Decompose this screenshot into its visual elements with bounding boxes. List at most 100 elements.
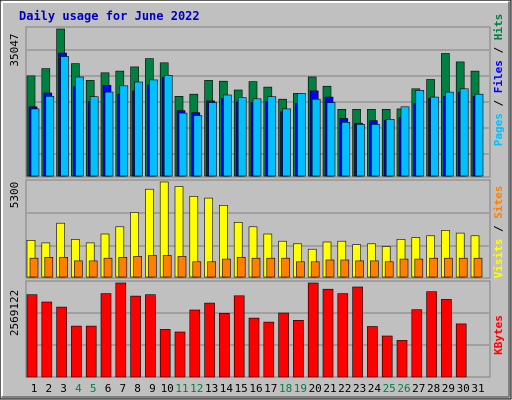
sites-bar [414, 258, 424, 278]
pages-bar [459, 88, 469, 177]
x-tick-label: 17 [264, 382, 277, 395]
pages-bar [356, 124, 365, 177]
legend-entry-files: Files [492, 60, 505, 93]
pages-bar [326, 102, 336, 177]
kbytes-bar [174, 331, 186, 378]
x-tick-label: 29 [442, 382, 455, 395]
pages-bar [178, 112, 188, 177]
x-tick-label: 22 [338, 382, 351, 395]
x-tick-label: 24 [368, 382, 382, 395]
x-tick-label: 27 [412, 382, 425, 395]
x-tick-label: 21 [323, 382, 336, 395]
legend-entry-visits: Visits [492, 239, 505, 279]
sites-bar [281, 257, 290, 278]
kbytes-bar [100, 293, 112, 378]
legend-separator: / [492, 40, 505, 60]
x-tick-label: 19 [294, 382, 307, 395]
sites-bar [444, 257, 453, 278]
kbytes-bar [56, 306, 67, 378]
sites-bar [399, 258, 409, 278]
pages-bar [297, 93, 306, 177]
kbytes-bar [115, 282, 127, 378]
pages-bar [237, 97, 247, 177]
pages-bar [252, 98, 262, 177]
sites-bar [177, 256, 187, 278]
sites-bar [88, 260, 98, 278]
sites-bar [429, 257, 438, 278]
pages-bar [75, 76, 84, 177]
sites-bar [355, 260, 364, 278]
kbytes-bar [426, 291, 437, 378]
legend-2: KBytes [492, 315, 505, 355]
chart-title: Daily usage for June 2022 [19, 9, 200, 23]
x-tick-label: 28 [427, 382, 440, 395]
sites-bar [103, 257, 113, 278]
kbytes-bar [441, 299, 452, 378]
pages-bar [89, 96, 99, 177]
x-tick-label: 7 [119, 382, 126, 395]
kbytes-bar [41, 301, 53, 378]
sites-bar [29, 257, 39, 278]
sites-bar [458, 257, 468, 278]
legend-separator: / [492, 219, 505, 239]
sites-bar [148, 255, 157, 278]
pages-bar [193, 115, 203, 177]
x-tick-label: 20 [309, 382, 322, 395]
sites-bar [266, 257, 276, 278]
sites-bar [340, 259, 350, 278]
pages-bar [341, 122, 351, 177]
pages-bar [371, 124, 380, 177]
x-tick-label: 4 [75, 382, 82, 395]
kbytes-bar [233, 295, 245, 378]
x-tick-label: 14 [220, 382, 234, 395]
pages-bar [385, 119, 395, 177]
sites-bar [118, 256, 128, 278]
pages-bar [134, 81, 143, 177]
sites-bar [325, 259, 335, 278]
x-tick-label: 23 [353, 382, 366, 395]
pages-bar [119, 85, 129, 177]
x-tick-label: 18 [279, 382, 292, 395]
kbytes-bar [159, 329, 171, 378]
kbytes-bar [307, 282, 319, 378]
x-tick-label: 8 [134, 382, 141, 395]
y-axis-max-label: 2569122 [8, 290, 21, 336]
pages-bar [208, 102, 217, 177]
kbytes-bar [278, 312, 289, 378]
kbytes-bar [130, 295, 141, 378]
x-tick-label: 12 [190, 382, 203, 395]
chart-marks: 35047 5300 2569122 Pages / Files / Hits Visi… [8, 14, 505, 395]
x-tick-label: 30 [457, 382, 470, 395]
kbytes-bar [204, 302, 215, 378]
pages-bar [30, 108, 40, 177]
sites-bar [207, 261, 216, 278]
sites-bar [384, 261, 394, 278]
legend-entry-kbytes: KBytes [492, 315, 505, 355]
kbytes-bar [396, 340, 408, 378]
x-tick-label: 3 [60, 382, 67, 395]
legend-entry-sites: Sites [492, 186, 505, 219]
kbytes-bar [455, 323, 467, 378]
y-axis-max-label: 35047 [8, 33, 21, 66]
sites-bar [236, 256, 246, 278]
kbytes-bar [367, 326, 378, 378]
legend-entry-hits: Hits [492, 14, 505, 41]
x-tick-label: 16 [249, 382, 262, 395]
sites-bar [74, 260, 83, 278]
kbytes-bar [26, 294, 38, 378]
x-tick-label: 25 [383, 382, 396, 395]
sites-bar [370, 260, 379, 278]
pages-bar [445, 91, 454, 177]
x-tick-label: 31 [471, 382, 484, 395]
kbytes-bar [248, 317, 260, 378]
kbytes-bar [145, 294, 156, 378]
x-tick-label: 1 [31, 382, 38, 395]
pages-bar [430, 96, 439, 177]
y-axis-max-label: 5300 [8, 182, 21, 209]
kbytes-bar [411, 309, 423, 378]
sites-bar [44, 256, 54, 278]
legend-0: Pages / Files / Hits [492, 14, 505, 147]
pages-bar [415, 90, 425, 177]
sites-bar [162, 255, 172, 278]
pages-bar [282, 108, 291, 177]
